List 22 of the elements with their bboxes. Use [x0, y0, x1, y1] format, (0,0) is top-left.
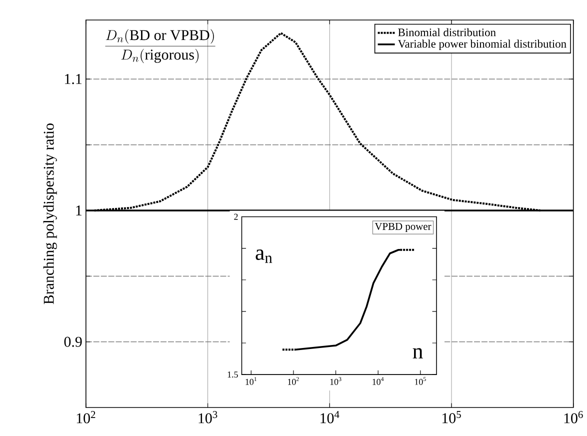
y-axis-title: Branching polydispersity ratio: [43, 124, 57, 304]
x-tick-label: 10$^{2}$: [76, 411, 96, 424]
legend-label: Variable power binomial distribution: [398, 40, 566, 50]
y-tick-label: 1: [76, 206, 82, 216]
y-tick-label: 1.5: [228, 372, 238, 378]
x-tick-label: 10$^{4}$: [320, 411, 340, 424]
x-tick-label: 10$^{5}$: [442, 411, 461, 424]
x-tick-label: 10$^{6}$: [564, 411, 583, 424]
x-tick-label: 10$^{1}$: [246, 377, 256, 386]
text: VPBD power: [374, 223, 432, 232]
x-tick-label: 10$^{2}$: [288, 377, 299, 386]
x-tick-label: 10$^{4}$: [372, 377, 384, 386]
annotation: $\frac{D_n(\mathrm{BD\ or\ VPBD})}{D_n(\mathrm{rigorous})}$: [105, 30, 216, 64]
y-tick-label: 2: [234, 214, 238, 220]
x-tick-label: 10$^{3}$: [330, 377, 342, 386]
x-tick-label: 10$^{5}$: [414, 377, 426, 386]
x-tick-label: 10$^{3}$: [198, 411, 218, 424]
annotation: n: [412, 348, 423, 359]
y-tick-label: 1.1: [65, 74, 82, 84]
legend-label: Binomial distribution: [398, 28, 496, 37]
y-tick-label: 0.9: [64, 337, 82, 348]
annotation: a$_{n}$: [256, 250, 272, 264]
